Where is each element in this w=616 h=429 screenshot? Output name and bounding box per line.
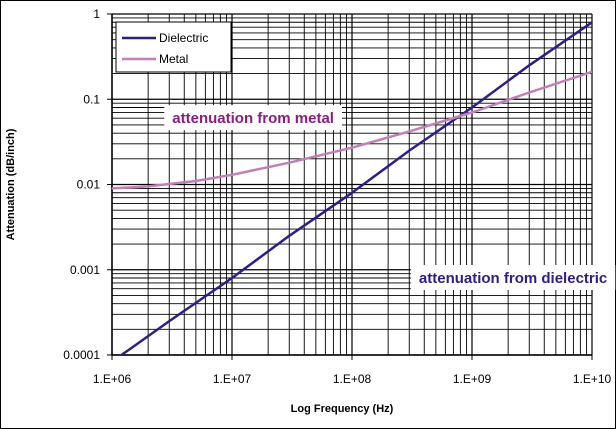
x-tick-label: 1.E+09 — [453, 372, 492, 386]
annotation-metal: attenuation from metal — [164, 105, 342, 131]
x-tick-label: 1.E+10 — [573, 372, 612, 386]
y-tick-label: 1 — [93, 7, 100, 21]
series-line-metal — [112, 70, 592, 190]
annotation-text: attenuation from dielectric — [419, 270, 607, 287]
legend: Dielectric Metal — [115, 21, 232, 73]
legend-box — [115, 21, 232, 73]
y-tick-label: 0.01 — [77, 178, 101, 192]
x-tick-label: 1.E+07 — [213, 372, 252, 386]
x-axis-title: Log Frequency (Hz) — [291, 403, 394, 415]
legend-label: Metal — [159, 52, 188, 66]
x-tick-label: 1.E+06 — [93, 372, 132, 386]
x-tick-label: 1.E+08 — [333, 372, 372, 386]
y-axis-title: Attenuation (dB/inch) — [5, 128, 17, 240]
legend-label: Dielectric — [159, 31, 208, 45]
y-tick-label: 0.0001 — [63, 348, 100, 362]
annotation-background — [410, 265, 616, 291]
y-tick-label: 0.1 — [83, 92, 100, 106]
y-tick-label: 0.001 — [70, 263, 100, 277]
annotation-text: attenuation from metal — [172, 110, 334, 127]
annotation-dielectric: attenuation from dielectric — [410, 265, 616, 291]
annotation-background — [164, 105, 342, 131]
series-line-dielectric — [119, 21, 592, 355]
